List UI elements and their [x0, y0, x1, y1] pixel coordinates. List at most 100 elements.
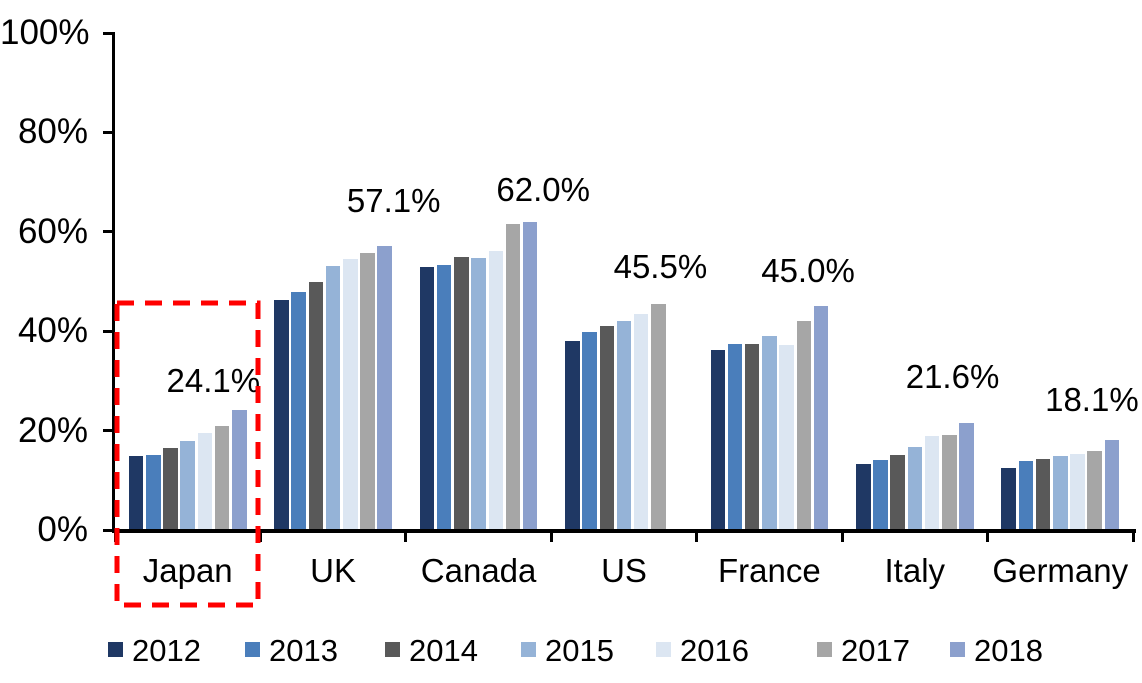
bar-germany-2017	[1087, 451, 1102, 530]
y-tick-100%	[103, 31, 115, 35]
y-axis-label-60%: 60%	[17, 211, 88, 251]
bar-germany-2015	[1053, 456, 1068, 530]
bar-italy-2013	[873, 460, 888, 530]
bar-japan-2016	[197, 432, 213, 530]
x-tick-3	[549, 530, 553, 542]
x-tick-4	[695, 530, 699, 542]
bar-canada-2014	[454, 257, 469, 530]
x-axis-label-uk: UK	[310, 552, 356, 589]
bar-france-2013	[727, 343, 743, 530]
x-axis-label-germany: Germany	[992, 552, 1129, 589]
legend: 2012 2013 2014 2015 2016 2017 2018	[0, 625, 1142, 670]
bar-uk-2015	[325, 265, 341, 530]
bar-italy-2017	[942, 435, 957, 530]
bar-us-2014	[599, 326, 615, 530]
bar-italy-2014	[890, 454, 905, 530]
y-tick-0%	[103, 528, 115, 532]
y-axis	[112, 33, 115, 533]
legend-item-2016: 2016	[656, 633, 766, 669]
y-axis-label-40%: 40%	[17, 311, 88, 351]
legend-item-2014: 2014	[385, 633, 495, 669]
bar-us-2016	[633, 314, 649, 530]
bar-uk-2013	[291, 292, 306, 530]
bar-italy-2015	[907, 447, 923, 530]
legend-swatch-2012	[108, 642, 123, 657]
bar-canada-2015	[471, 258, 486, 530]
y-axis-label-0%: 0%	[37, 510, 88, 549]
legend-label-2017: 2017	[841, 633, 910, 668]
legend-item-2018: 2018	[950, 633, 1060, 669]
data-label-france: 45.0%	[761, 252, 855, 290]
bar-uk-2014	[308, 282, 324, 530]
y-tick-20%	[103, 429, 115, 433]
legend-label-2014: 2014	[409, 633, 478, 668]
x-tick-2	[404, 530, 408, 542]
bar-italy-2012	[856, 464, 871, 530]
bar-us-2017	[651, 303, 666, 530]
legend-item-2015: 2015	[521, 633, 631, 669]
x-axis-label-us: US	[601, 552, 647, 589]
x-tick-6	[986, 530, 990, 542]
bar-germany-2016	[1070, 453, 1085, 530]
legend-swatch-2013	[245, 642, 260, 657]
bar-france-2017	[796, 320, 812, 530]
data-label-canada: 62.0%	[496, 170, 590, 208]
legend-label-2016: 2016	[680, 633, 749, 668]
bar-italy-2016	[924, 436, 940, 530]
legend-item-2017: 2017	[817, 633, 927, 669]
legend-label-2015: 2015	[545, 633, 614, 668]
bar-france-2016	[779, 344, 794, 530]
data-label-us: 45.5%	[613, 247, 708, 285]
data-label-germany: 18.1%	[1045, 381, 1139, 418]
bar-germany-2013	[1018, 460, 1034, 530]
x-axis-label-france: France	[718, 552, 821, 589]
y-axis-label-80%: 80%	[17, 112, 88, 152]
y-tick-40%	[103, 329, 115, 333]
x-axis-label-canada: Canada	[420, 552, 537, 589]
x-tick-7	[1131, 530, 1135, 542]
plot-area: 0% 20% 40% 60% 80% 100% Japan UK Canada US France…	[0, 13, 1139, 608]
y-axis-label-20%: 20%	[17, 410, 88, 450]
data-label-uk: 57.1%	[346, 182, 441, 220]
legend-label-2013: 2013	[269, 633, 338, 668]
bar-germany-2012	[1001, 468, 1016, 530]
y-tick-80%	[103, 130, 115, 134]
bar-canada-2016	[488, 251, 504, 530]
legend-swatch-2017	[817, 642, 832, 657]
bar-japan-2018	[232, 410, 247, 530]
legend-item-2012: 2012	[108, 633, 218, 669]
bar-uk-2017	[360, 253, 375, 530]
legend-item-2013: 2013	[245, 633, 355, 669]
bar-uk-2012	[274, 299, 289, 530]
y-tick-60%	[103, 230, 115, 234]
legend-label-2012: 2012	[132, 633, 201, 668]
bar-japan-2013	[146, 455, 161, 530]
bar-japan-2012	[128, 456, 144, 530]
bar-canada-2017	[505, 223, 521, 530]
bar-france-2018	[813, 306, 829, 530]
bar-japan-2015	[180, 441, 195, 530]
bar-germany-2014	[1035, 459, 1051, 530]
legend-swatch-2018	[950, 642, 965, 657]
y-axis-label-100%: 100%	[0, 13, 90, 52]
legend-label-2018: 2018	[974, 633, 1043, 668]
bar-canada-2013	[436, 264, 452, 530]
bar-germany-2018	[1104, 440, 1120, 530]
bar-us-2015	[616, 320, 632, 530]
x-axis-label-japan: Japan	[142, 552, 233, 589]
japan-highlight-box	[114, 300, 261, 608]
bar-uk-2016	[343, 258, 358, 530]
bar-uk-2018	[377, 246, 392, 530]
bar-france-2012	[710, 350, 726, 530]
x-axis-label-italy: Italy	[884, 552, 946, 589]
legend-swatch-2015	[521, 642, 536, 657]
x-axis	[112, 529, 1136, 533]
x-tick-5	[840, 530, 844, 542]
legend-swatch-2016	[656, 642, 671, 657]
bars-container	[128, 221, 1120, 530]
data-label-japan: 24.1%	[166, 362, 261, 400]
bar-canada-2018	[522, 221, 538, 530]
bar-canada-2012	[419, 266, 435, 530]
bar-japan-2017	[214, 425, 230, 530]
